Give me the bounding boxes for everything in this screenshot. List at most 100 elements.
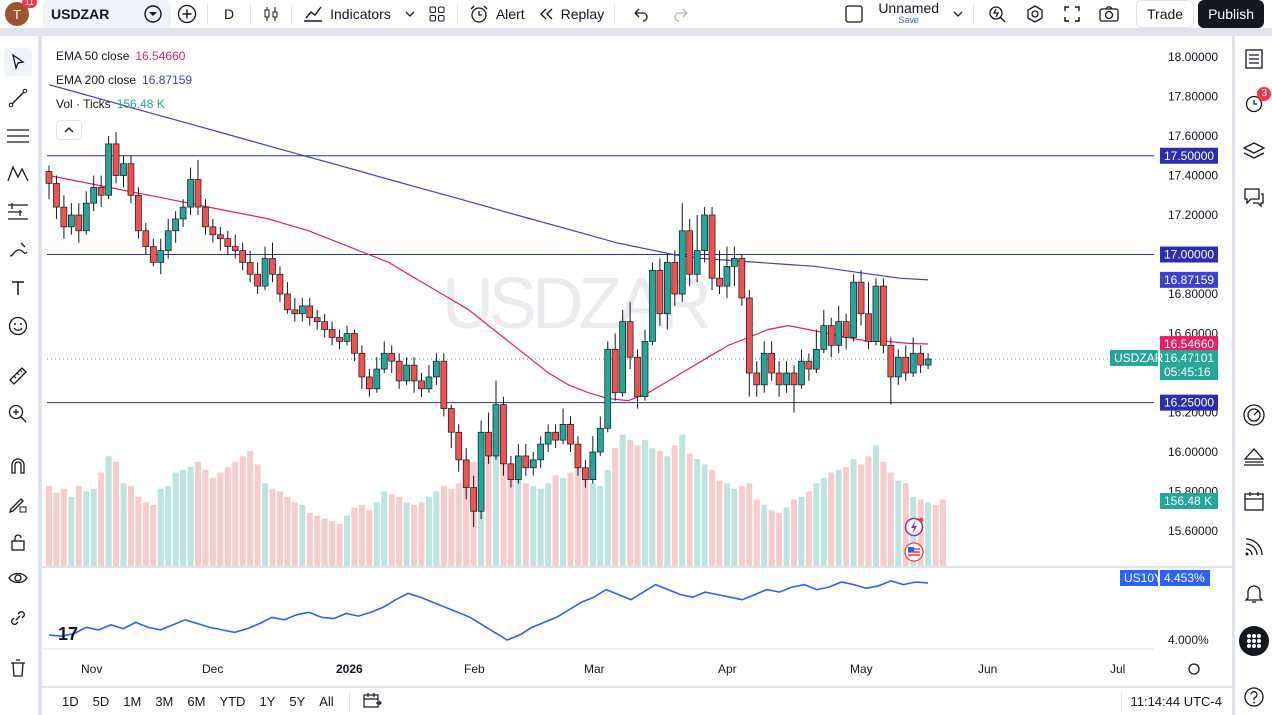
compare-symbol-icon[interactable]	[143, 4, 163, 24]
candle-body	[194, 179, 202, 208]
interval-button[interactable]: D	[212, 0, 246, 28]
trade-button[interactable]: Trade	[1136, 0, 1195, 28]
user-avatar[interactable]: T 11	[5, 0, 37, 26]
calendar-button[interactable]	[1241, 488, 1267, 514]
publish-button[interactable]: Publish	[1198, 0, 1264, 28]
volume-bar	[731, 488, 738, 567]
layout-name: Unnamed Save	[878, 1, 939, 26]
object-tree-button[interactable]	[1241, 138, 1267, 164]
candle-body	[75, 214, 83, 232]
range-ytd[interactable]: YTD	[219, 694, 246, 709]
range-1d[interactable]: 1D	[62, 694, 79, 709]
chevron-down-icon[interactable]	[953, 9, 963, 19]
magnet-tool[interactable]	[6, 454, 30, 478]
legend-ema50[interactable]: EMA 50 close 16.54660	[56, 44, 192, 68]
chats-button[interactable]	[1241, 184, 1267, 210]
quick-search-button[interactable]	[978, 0, 1016, 28]
zoom-tool[interactable]	[6, 402, 30, 426]
candle-body	[135, 194, 142, 232]
settings-button[interactable]	[1016, 0, 1054, 28]
text-tool[interactable]	[6, 276, 30, 300]
templates-button[interactable]	[421, 0, 453, 28]
us-flag-icon[interactable]	[904, 542, 924, 562]
volume-bar	[336, 523, 343, 567]
keep-drawing-tool[interactable]	[6, 492, 30, 516]
pattern-tool[interactable]	[6, 162, 30, 186]
indicators-button[interactable]: Indicators	[296, 0, 421, 28]
notifications-button[interactable]	[1241, 580, 1267, 606]
candle-body	[224, 238, 232, 247]
range-5d[interactable]: 5D	[92, 694, 110, 709]
range-1m[interactable]: 1M	[123, 694, 142, 709]
hide-drawings-tool[interactable]	[6, 566, 30, 590]
brush-tool[interactable]	[6, 238, 30, 262]
candle-body	[574, 443, 582, 469]
symbol-search[interactable]: USDZAR	[43, 0, 171, 28]
cursor-tool[interactable]	[4, 48, 32, 76]
lock-drawings-tool[interactable]	[6, 530, 30, 554]
ideas-button[interactable]	[1241, 444, 1267, 470]
timezone-clock[interactable]: 11:14:44 UTC-4	[1130, 694, 1222, 709]
plus-circle-icon	[177, 4, 197, 24]
candle-body	[462, 459, 470, 488]
forecast-tool[interactable]	[6, 200, 30, 224]
undo-button[interactable]	[619, 0, 661, 28]
volume-bar	[895, 480, 902, 567]
range-1y[interactable]: 1Y	[259, 694, 276, 709]
volume-bar	[589, 483, 596, 567]
pattern-icon	[7, 165, 29, 182]
divider	[291, 4, 293, 24]
price-chart[interactable]: USDZAR 4.500%4.000%17 18.0000017.8000017…	[42, 36, 1232, 686]
range-6m[interactable]: 6M	[187, 694, 206, 709]
chart-area[interactable]: USDZAR 4.500%4.000%17 18.0000017.8000017…	[42, 36, 1232, 686]
chat-icon	[1244, 188, 1264, 208]
volume-bar	[709, 469, 716, 567]
volume-bar	[195, 461, 201, 567]
date-range-button[interactable]	[354, 691, 390, 712]
trendline-tool[interactable]	[6, 86, 30, 110]
range-all[interactable]: All	[319, 694, 334, 709]
grid-icon	[429, 6, 445, 22]
watchlist-button[interactable]	[1241, 46, 1267, 72]
link-icon	[11, 611, 25, 625]
layout-button[interactable]: Unnamed Save	[838, 0, 969, 28]
redo-button[interactable]	[661, 0, 703, 28]
alert-button[interactable]: Alert	[462, 0, 531, 28]
candle-body	[500, 404, 507, 465]
volume-bar	[925, 502, 932, 567]
emoji-tool[interactable]	[6, 314, 30, 338]
link-tool[interactable]	[6, 606, 30, 630]
legend-ema200[interactable]: EMA 200 close 16.87159	[56, 68, 192, 92]
alerts-button[interactable]: 3	[1241, 87, 1271, 116]
chart-type-button[interactable]	[255, 0, 287, 28]
fullscreen-button[interactable]	[1054, 0, 1090, 28]
remove-drawings-tool[interactable]	[6, 656, 30, 680]
divider	[614, 4, 616, 24]
candle-body	[552, 431, 559, 441]
candle-body	[366, 376, 373, 390]
products-button[interactable]	[1239, 626, 1269, 656]
help-button[interactable]	[1241, 684, 1267, 710]
range-bar: 1D 5D 1M 3M 6M YTD 1Y 5Y All 11:14:44 UT…	[42, 688, 1232, 715]
text-icon	[12, 281, 24, 295]
technicals-button[interactable]	[1241, 402, 1267, 428]
candle-body	[872, 285, 880, 342]
candle-body	[902, 356, 910, 374]
candle-body	[298, 305, 306, 315]
fib-tool[interactable]	[6, 124, 30, 148]
range-3m[interactable]: 3M	[155, 694, 174, 709]
range-5y[interactable]: 5Y	[289, 694, 306, 709]
add-symbol-button[interactable]	[171, 0, 203, 28]
legend-volume[interactable]: Vol · Ticks 156.48 K	[56, 92, 192, 116]
us10y-tag-bg	[1120, 570, 1158, 586]
measure-tool[interactable]	[6, 364, 30, 388]
chevron-down-icon[interactable]	[405, 9, 415, 19]
volume-bar	[701, 464, 708, 567]
replay-button[interactable]: Replay	[531, 0, 611, 28]
volume-bar	[269, 488, 276, 567]
candle-body	[812, 348, 820, 370]
flash-icon[interactable]	[904, 517, 924, 537]
news-button[interactable]	[1241, 534, 1267, 560]
collapse-legend-button[interactable]	[56, 120, 82, 140]
snapshot-button[interactable]	[1090, 0, 1128, 28]
